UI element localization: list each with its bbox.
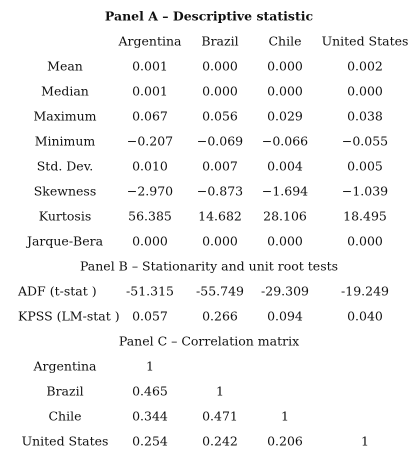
cell: 0.038 xyxy=(347,109,383,124)
cell: 0.007 xyxy=(202,159,238,174)
cell: 0.471 xyxy=(202,409,238,424)
cell: −0.207 xyxy=(127,134,173,149)
row-label: United States xyxy=(22,434,109,449)
cell: 0.000 xyxy=(347,234,383,249)
column-header: Brazil xyxy=(201,34,238,49)
cell: 0.001 xyxy=(132,59,168,74)
cell: 0.000 xyxy=(202,59,238,74)
cell: 0.206 xyxy=(267,434,303,449)
cell: 0.057 xyxy=(132,309,168,324)
panel-title: Panel A – Descriptive statistic xyxy=(105,9,314,24)
cell: −0.055 xyxy=(342,134,388,149)
row-label: Median xyxy=(41,84,89,99)
cell: -29.309 xyxy=(261,284,309,299)
cell: 0.000 xyxy=(132,234,168,249)
cell: 0.001 xyxy=(132,84,168,99)
cell: 0.029 xyxy=(267,109,303,124)
cell: 0.040 xyxy=(347,309,383,324)
row-label: ADF (t-stat ) xyxy=(17,284,97,299)
cell: −2.970 xyxy=(127,184,173,199)
cell: 1 xyxy=(281,409,289,424)
cell: 14.682 xyxy=(198,209,242,224)
cell: 18.495 xyxy=(343,209,387,224)
cell: 0.000 xyxy=(202,234,238,249)
row-label: Mean xyxy=(47,59,83,74)
cell: 0.465 xyxy=(132,384,168,399)
cell: −1.039 xyxy=(342,184,388,199)
row-label: Skewness xyxy=(34,184,97,199)
cell: 1 xyxy=(146,359,154,374)
cell: 1 xyxy=(216,384,224,399)
cell: 0.000 xyxy=(347,84,383,99)
cell: 0.004 xyxy=(267,159,303,174)
cell: 0.000 xyxy=(202,84,238,99)
cell: 0.344 xyxy=(132,409,168,424)
cell: −0.069 xyxy=(197,134,243,149)
cell: -55.749 xyxy=(196,284,244,299)
cell: 0.266 xyxy=(202,309,238,324)
cell: 0.242 xyxy=(202,434,238,449)
cell: 0.010 xyxy=(132,159,168,174)
cell: 0.002 xyxy=(347,59,383,74)
cell: 1 xyxy=(361,434,369,449)
cell: 0.000 xyxy=(267,84,303,99)
row-label: Std. Dev. xyxy=(37,159,94,174)
cell: 0.094 xyxy=(267,309,303,324)
panel-title: Panel C – Correlation matrix xyxy=(119,334,299,349)
cell: -51.315 xyxy=(126,284,174,299)
cell: 0.000 xyxy=(267,59,303,74)
cell: −0.873 xyxy=(197,184,243,199)
cell: 56.385 xyxy=(128,209,172,224)
panel-title: Panel B – Stationarity and unit root tes… xyxy=(80,259,338,274)
cell: 0.000 xyxy=(267,234,303,249)
column-header: Argentina xyxy=(118,34,183,49)
cell: 0.067 xyxy=(132,109,168,124)
row-label: Argentina xyxy=(33,359,98,374)
row-label: Chile xyxy=(48,409,81,424)
column-header: Chile xyxy=(268,34,301,49)
row-label: KPSS (LM-stat ) xyxy=(18,309,120,324)
cell: −1.694 xyxy=(262,184,308,199)
cell: 0.254 xyxy=(132,434,168,449)
row-label: Jarque-Bera xyxy=(25,234,104,249)
row-label: Kurtosis xyxy=(39,209,91,224)
row-label: Brazil xyxy=(46,384,83,399)
cell: −0.066 xyxy=(262,134,308,149)
row-label: Minimum xyxy=(35,134,96,149)
cell: -19.249 xyxy=(341,284,389,299)
cell: 0.056 xyxy=(202,109,238,124)
cell: 0.005 xyxy=(347,159,383,174)
column-header: United States xyxy=(322,34,409,49)
row-label: Maximum xyxy=(33,109,96,124)
cell: 28.106 xyxy=(263,209,307,224)
